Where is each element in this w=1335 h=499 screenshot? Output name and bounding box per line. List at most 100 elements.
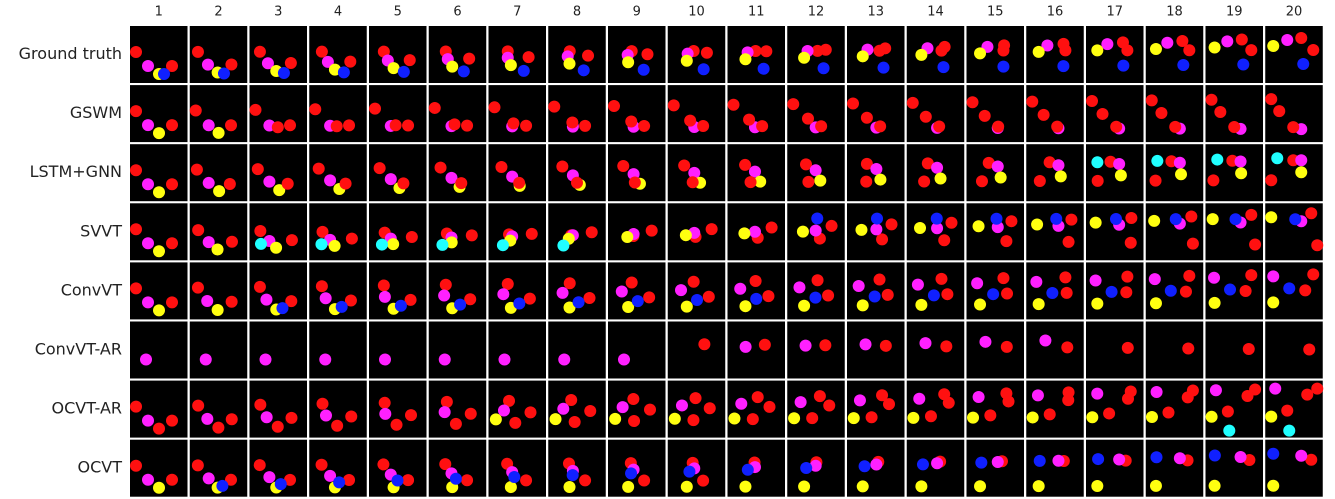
ball (644, 403, 656, 416)
ball (405, 230, 418, 243)
ball (1221, 405, 1234, 418)
row-label: ConvVT (61, 280, 123, 299)
ball (1145, 94, 1158, 107)
ball (1208, 41, 1221, 54)
ball (1091, 156, 1104, 169)
ball (756, 120, 769, 133)
ball (225, 58, 238, 71)
ball (881, 288, 894, 301)
ball (263, 175, 276, 188)
ball (811, 274, 824, 287)
ball (260, 411, 273, 424)
ball (1305, 207, 1318, 220)
ball (793, 281, 806, 294)
ball (631, 295, 644, 308)
ball (445, 171, 458, 184)
ball (373, 162, 386, 175)
ball (1039, 334, 1052, 347)
ball (978, 109, 991, 122)
ball (211, 303, 224, 316)
ball (738, 227, 751, 240)
ball (868, 290, 881, 303)
ball (404, 293, 417, 306)
ball (991, 456, 1004, 469)
ball (1175, 168, 1188, 181)
ball (765, 221, 778, 234)
ball (142, 178, 154, 191)
ball (1207, 174, 1220, 187)
ball (309, 103, 322, 116)
ball (1173, 156, 1186, 169)
ball (572, 296, 585, 309)
ball (585, 226, 598, 239)
ball (463, 52, 476, 65)
ball (748, 165, 761, 178)
ball (284, 473, 297, 486)
ball (931, 222, 944, 235)
ball (645, 224, 658, 237)
ball (270, 241, 283, 254)
frame (1145, 85, 1204, 143)
ball (1145, 411, 1158, 424)
ball (819, 43, 832, 56)
ball (1148, 273, 1161, 286)
ball (1050, 212, 1063, 225)
ball (504, 481, 517, 494)
ball (464, 293, 477, 306)
ball (815, 120, 828, 133)
ball (166, 237, 178, 250)
ball (579, 474, 592, 487)
frame (906, 26, 965, 83)
ball (507, 117, 520, 130)
ball (1151, 154, 1164, 167)
ball (523, 292, 536, 305)
ball (971, 277, 984, 290)
frame (787, 321, 845, 379)
frame (1086, 85, 1144, 143)
frame (1145, 321, 1204, 379)
frame (369, 85, 427, 143)
ball (1208, 449, 1221, 462)
ball (1169, 120, 1182, 133)
ball (277, 66, 290, 79)
ball (874, 120, 887, 133)
ball (919, 337, 932, 350)
ball (405, 409, 417, 422)
ball (1245, 269, 1258, 282)
frame (1265, 144, 1323, 202)
ball (879, 42, 892, 55)
ball (1086, 411, 1099, 424)
ball (384, 173, 397, 186)
ball (153, 481, 165, 494)
ball (934, 172, 947, 185)
column-label: 1 (155, 5, 163, 20)
column-label: 10 (688, 5, 705, 20)
ball (967, 411, 980, 424)
ball (508, 470, 521, 483)
ball (856, 50, 869, 63)
ball (853, 394, 866, 407)
ball (402, 474, 415, 487)
ball (860, 157, 873, 170)
ball (1121, 270, 1134, 283)
ball (637, 63, 650, 76)
ball (734, 282, 747, 295)
ball (142, 473, 154, 486)
frame (667, 321, 726, 379)
ball (166, 414, 178, 427)
ball (261, 57, 274, 70)
ball (1249, 238, 1262, 251)
ball (434, 161, 447, 174)
column-label: 4 (334, 5, 342, 20)
frame (727, 85, 785, 143)
ball (1281, 34, 1294, 46)
frame (488, 144, 546, 202)
ball (860, 111, 873, 124)
ball (760, 45, 773, 58)
ball (377, 458, 390, 471)
ball (1265, 174, 1278, 187)
ball (488, 101, 501, 114)
ball (201, 412, 214, 425)
ball (319, 353, 332, 366)
ball (727, 98, 740, 111)
